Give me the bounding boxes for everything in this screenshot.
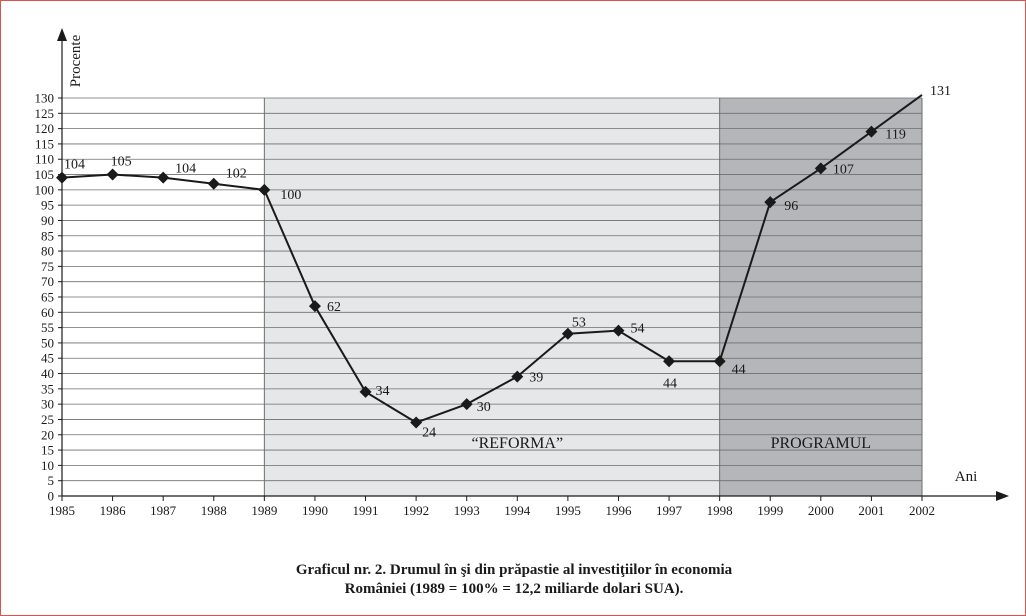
data-label: 24 bbox=[422, 426, 436, 441]
x-axis-arrow bbox=[996, 491, 1009, 501]
data-label: 44 bbox=[732, 362, 746, 377]
x-tick-label: 1996 bbox=[605, 503, 632, 518]
data-point-marker bbox=[713, 355, 726, 368]
x-tick-label: 1991 bbox=[353, 503, 379, 518]
y-tick-label: 60 bbox=[41, 305, 54, 320]
data-point-marker bbox=[308, 300, 321, 313]
y-axis-arrow bbox=[57, 28, 67, 41]
x-tick-label: 1993 bbox=[454, 503, 480, 518]
x-tick-label: 1989 bbox=[251, 503, 277, 518]
data-label: 39 bbox=[529, 371, 543, 386]
y-tick-label: 25 bbox=[41, 412, 54, 427]
data-label: 104 bbox=[175, 162, 196, 177]
x-tick-label: 1998 bbox=[707, 503, 733, 518]
caption-line-1: Graficul nr. 2. Drumul în şi din prăpast… bbox=[295, 562, 733, 578]
data-label: 131 bbox=[930, 84, 951, 99]
data-point-marker bbox=[511, 370, 524, 383]
data-point-marker bbox=[106, 168, 119, 181]
y-tick-label: 125 bbox=[35, 106, 55, 121]
x-tick-label: 1988 bbox=[201, 503, 227, 518]
series-line bbox=[61, 94, 923, 424]
y-tick-label: 75 bbox=[41, 259, 54, 274]
x-tick-label: 1987 bbox=[150, 503, 177, 518]
data-label: 105 bbox=[111, 155, 132, 170]
y-tick-label: 70 bbox=[41, 274, 54, 289]
y-tick-label: 35 bbox=[41, 381, 54, 396]
x-tick-label: 1990 bbox=[302, 503, 328, 518]
x-tick-label: 1994 bbox=[504, 503, 531, 518]
y-tick-label: 10 bbox=[41, 458, 54, 473]
y-tick-label: 100 bbox=[35, 182, 55, 197]
y-tick-label: 40 bbox=[41, 366, 54, 381]
y-tick-label: 0 bbox=[48, 489, 55, 504]
data-label: 30 bbox=[477, 400, 491, 415]
data-point-marker bbox=[157, 171, 170, 184]
data-label: 34 bbox=[376, 384, 390, 399]
data-label: 96 bbox=[784, 199, 798, 214]
x-axis-title: Ani bbox=[955, 469, 978, 485]
data-point-marker bbox=[56, 171, 68, 184]
data-point-marker bbox=[612, 324, 625, 337]
y-tick-label: 55 bbox=[41, 320, 54, 335]
x-tick-label: 1997 bbox=[656, 503, 683, 518]
data-label: 100 bbox=[280, 188, 301, 203]
x-tick-label: 1985 bbox=[49, 503, 75, 518]
y-tick-label: 105 bbox=[35, 167, 55, 182]
region-label-programul: PROGRAMUL bbox=[771, 435, 871, 452]
data-label: 54 bbox=[630, 322, 644, 337]
y-tick-label: 45 bbox=[41, 351, 54, 366]
y-tick-label: 120 bbox=[35, 121, 55, 136]
data-label: 107 bbox=[833, 162, 854, 177]
data-point-marker bbox=[359, 385, 372, 398]
y-tick-label: 50 bbox=[41, 335, 54, 350]
y-tick-label: 30 bbox=[41, 397, 54, 412]
line-chart: 0510152025303540455055606570758085909510… bbox=[35, 28, 1009, 518]
x-tick-label: 1999 bbox=[757, 503, 783, 518]
data-label: 119 bbox=[885, 128, 905, 143]
data-point-marker bbox=[258, 183, 271, 196]
x-tick-label: 1986 bbox=[100, 503, 127, 518]
data-point-marker bbox=[814, 162, 827, 175]
data-point-marker bbox=[663, 355, 676, 368]
caption-line-2: României (1989 = 100% = 12,2 miliarde do… bbox=[344, 581, 684, 597]
data-point-marker bbox=[561, 327, 574, 340]
data-point-marker bbox=[764, 196, 777, 209]
y-tick-label: 20 bbox=[41, 427, 54, 442]
y-tick-label: 90 bbox=[41, 213, 54, 228]
data-label: 104 bbox=[64, 158, 85, 173]
data-label: 44 bbox=[663, 376, 677, 391]
data-point-marker bbox=[207, 177, 220, 190]
y-tick-label: 110 bbox=[35, 152, 54, 167]
y-tick-label: 80 bbox=[41, 244, 54, 259]
data-label: 53 bbox=[572, 316, 586, 331]
data-point-marker bbox=[410, 416, 423, 429]
x-tick-label: 2002 bbox=[909, 503, 935, 518]
data-point-marker bbox=[865, 125, 878, 138]
x-tick-label: 1995 bbox=[555, 503, 581, 518]
y-tick-label: 5 bbox=[48, 473, 55, 488]
y-tick-label: 65 bbox=[41, 290, 54, 305]
chart-caption: Graficul nr. 2. Drumul în şi din prăpast… bbox=[1, 561, 1026, 599]
y-tick-label: 130 bbox=[35, 91, 55, 106]
y-tick-label: 85 bbox=[41, 228, 54, 243]
data-label: 102 bbox=[226, 167, 247, 182]
y-tick-label: 95 bbox=[41, 198, 54, 213]
x-tick-label: 2001 bbox=[858, 503, 884, 518]
y-tick-label: 15 bbox=[41, 443, 54, 458]
x-tick-label: 1992 bbox=[403, 503, 429, 518]
data-point-marker bbox=[460, 398, 473, 411]
y-axis-title: Procente bbox=[68, 34, 84, 87]
data-label: 62 bbox=[327, 300, 341, 315]
y-tick-label: 115 bbox=[35, 136, 54, 151]
region-label-reforma: “REFORMA” bbox=[472, 435, 564, 452]
x-tick-label: 2000 bbox=[808, 503, 834, 518]
